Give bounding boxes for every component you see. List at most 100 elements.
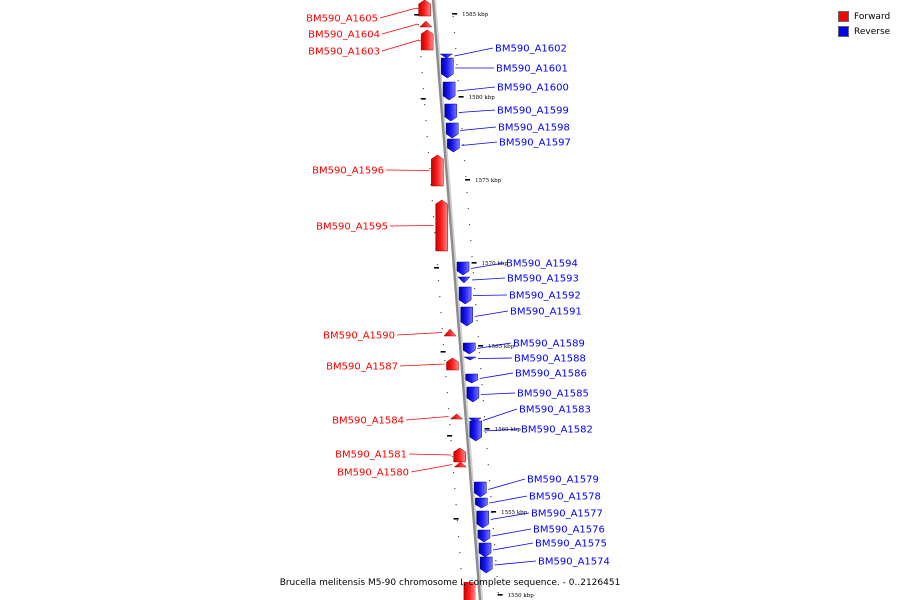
gene-bm590-a1595[interactable]: BM590_A1595	[316, 199, 448, 252]
gene-bm590-a1590[interactable]: BM590_A1590	[323, 328, 457, 342]
label-connector	[405, 416, 449, 421]
gene-bm590-a1587[interactable]: BM590_A1587	[326, 357, 459, 373]
reverse-gene-arrow[interactable]	[441, 57, 454, 79]
position-dot	[458, 536, 460, 538]
gene-label: BM590_A1582	[521, 425, 593, 436]
label-connector	[385, 169, 430, 171]
gene-bm590-a1591[interactable]: BM590_A1591	[460, 306, 582, 327]
kbp-label: 1580 kbp	[469, 95, 496, 101]
gene-label: BM590_A1592	[509, 291, 581, 302]
gene-label: BM590_A1596	[312, 166, 384, 177]
gene-bm590-a1593[interactable]: BM590_A1593	[457, 274, 579, 285]
reverse-gene-arrow[interactable]	[458, 286, 472, 305]
position-dot	[462, 144, 464, 146]
position-dot	[425, 120, 427, 122]
reverse-gene-arrow[interactable]	[478, 542, 492, 558]
gene-bm590-a1579[interactable]: BM590_A1579	[474, 475, 599, 498]
legend: Forward Reverse	[838, 9, 890, 39]
gene-label: BM590_A1604	[308, 30, 380, 41]
reverse-gene-arrow[interactable]	[456, 261, 470, 276]
reverse-gene-arrow[interactable]	[447, 138, 460, 153]
forward-gene-arrow[interactable]	[453, 447, 466, 463]
reverse-gene-arrow[interactable]	[442, 81, 456, 101]
reverse-gene-arrow[interactable]	[469, 420, 482, 442]
gene-bm590-a1586[interactable]: BM590_A1586	[465, 369, 587, 384]
gene-bm590-a1600[interactable]: BM590_A1600	[442, 81, 569, 101]
position-dot	[481, 384, 483, 386]
gene-bm590-a1589[interactable]: BM590_A1589	[463, 339, 585, 355]
gene-bm590-a1576[interactable]: BM590_A1576	[477, 525, 605, 543]
gene-bm590-a1596[interactable]: BM590_A1596	[312, 154, 444, 187]
reverse-gene-arrow[interactable]	[463, 356, 477, 361]
position-dot	[455, 48, 457, 50]
label-connector	[474, 310, 509, 317]
gene-bm590-a1578[interactable]: BM590_A1578	[475, 492, 601, 509]
gene-bm590-a1592[interactable]: BM590_A1592	[458, 286, 581, 305]
gene-bm590-a1582[interactable]: BM590_A1582	[469, 420, 593, 442]
reverse-gene-arrow[interactable]	[463, 342, 476, 355]
gene-label: BM590_A1605	[306, 14, 378, 25]
reverse-gene-arrow[interactable]	[477, 529, 491, 543]
position-dot	[434, 232, 436, 234]
reverse-gene-arrow[interactable]	[457, 276, 471, 284]
gene-bm590-a1575[interactable]: BM590_A1575	[478, 539, 607, 558]
reverse-gene-arrow[interactable]	[466, 386, 480, 403]
position-dot	[459, 552, 461, 554]
gene-bm590-a1597[interactable]: BM590_A1597	[447, 138, 571, 153]
gene-bm590-a1574[interactable]: BM590_A1574	[479, 556, 610, 574]
position-dot	[431, 200, 433, 202]
reverse-gene-arrow[interactable]	[474, 481, 487, 498]
reverse-gene-arrow[interactable]	[479, 556, 493, 574]
gene-bm590-a1599[interactable]: BM590_A1599	[444, 103, 569, 122]
forward-gene-arrow[interactable]	[453, 461, 468, 468]
label-connector	[482, 408, 518, 421]
forward-gene-arrow[interactable]	[443, 328, 457, 337]
forward-gene-arrow[interactable]	[419, 20, 433, 28]
reverse-gene-arrow[interactable]	[475, 497, 488, 509]
gene-bm590-a1598[interactable]: BM590_A1598	[445, 122, 570, 139]
position-dot	[466, 192, 468, 194]
gene-bm590-a1584[interactable]: BM590_A1584	[332, 413, 464, 427]
forward-gene-arrow[interactable]	[449, 413, 464, 420]
reverse-gene-arrow[interactable]	[476, 510, 489, 529]
gene-bm590-a1602[interactable]: BM590_A1602	[439, 44, 567, 59]
reverse-gene-arrow[interactable]	[439, 53, 454, 59]
scale-dash	[414, 14, 420, 16]
position-dot	[432, 216, 435, 218]
gene-bm590-a1588[interactable]: BM590_A1588	[463, 354, 586, 365]
gene-bm590-a1581[interactable]: BM590_A1581	[335, 447, 466, 463]
scale-dash	[440, 351, 446, 353]
gene-label: BM590_A1600	[497, 83, 569, 94]
kbp-label: 1585 kbp	[462, 12, 489, 18]
reverse-gene-arrow[interactable]	[468, 417, 482, 424]
position-dot	[456, 520, 458, 522]
position-dot	[460, 568, 462, 570]
gene-bm590-a1604[interactable]: BM590_A1604	[308, 20, 433, 41]
reverse-gene-arrow[interactable]	[465, 373, 478, 384]
forward-gene-arrow[interactable]	[446, 357, 459, 371]
gene-bm590-a1585[interactable]: BM590_A1585	[466, 386, 589, 403]
label-connector	[410, 464, 453, 473]
reverse-gene-arrow[interactable]	[445, 122, 459, 139]
position-dot	[416, 8, 418, 10]
position-dot	[429, 168, 431, 170]
gene-bm590-a1605[interactable]: BM590_A1605	[306, 0, 431, 25]
gene-bm590-a1577[interactable]: BM590_A1577	[476, 509, 603, 529]
gene-bm590-a1603[interactable]: BM590_A1603	[308, 29, 434, 58]
forward-gene-arrow[interactable]	[420, 29, 434, 51]
gene-bm590-a1594[interactable]: BM590_A1594	[456, 259, 578, 276]
position-dot	[487, 464, 489, 466]
position-dot	[497, 592, 499, 594]
forward-gene-arrow[interactable]	[418, 0, 431, 17]
gene-bm590-a1601[interactable]: BM590_A1601	[441, 57, 568, 79]
forward-gene-arrow[interactable]	[431, 154, 444, 187]
reverse-gene-arrow[interactable]	[460, 306, 474, 327]
reverse-gene-arrow[interactable]	[444, 103, 458, 122]
forward-gene-arrow[interactable]	[435, 199, 448, 252]
position-dot	[471, 256, 473, 258]
label-connector	[399, 363, 445, 367]
gene-bm590-a1580[interactable]: BM590_A1580	[337, 461, 468, 479]
position-dot	[427, 152, 430, 154]
gene-bm590-a1583[interactable]: BM590_A1583	[468, 405, 591, 424]
gene-label: BM590_A1599	[497, 106, 569, 117]
